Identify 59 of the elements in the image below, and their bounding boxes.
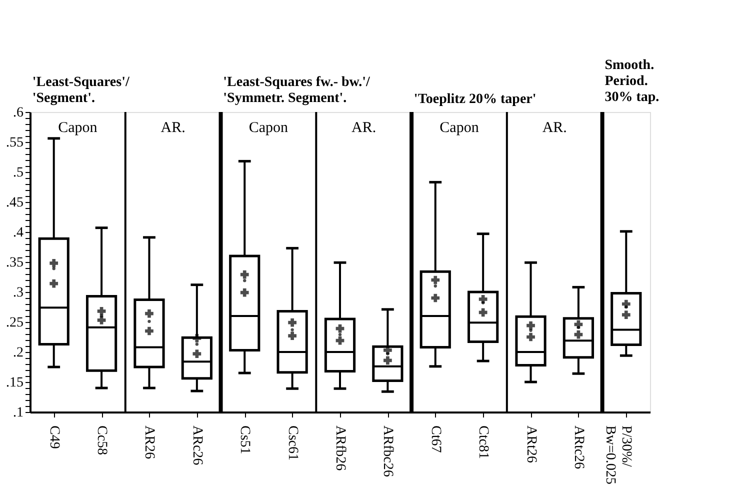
point: [336, 324, 344, 333]
x-tick-label: AR26: [142, 426, 157, 459]
y-tick-label: .35: [6, 256, 24, 270]
y-tick-label: .3: [13, 286, 24, 300]
text: 'Least-Squares fw.- bw.'/ 'Symmetr. Segment'.: [223, 75, 372, 106]
point: [431, 294, 440, 302]
y-tick-label: .1: [13, 406, 24, 420]
point: [97, 307, 106, 316]
y-tick-label: .45: [6, 196, 24, 210]
point: [384, 356, 392, 365]
x-tick-label: P/30%/ Bw=0.025: [602, 426, 634, 484]
point: [478, 308, 488, 317]
point: [574, 330, 583, 339]
point: [431, 276, 440, 284]
x-tick-label: Ctc81: [476, 426, 491, 459]
y-tick-label: .15: [6, 376, 24, 390]
y-tick-label: .5: [13, 166, 24, 180]
point: [192, 350, 202, 358]
x-tick-label: Ct67: [428, 426, 443, 453]
point: [145, 326, 154, 336]
x-tick-label: C49: [46, 426, 62, 449]
y-tick-label: .55: [6, 136, 24, 150]
y-tick-label: .2: [13, 346, 24, 360]
x-tick-label: ARc26: [189, 426, 204, 466]
x-tick-label: Csc61: [284, 426, 300, 460]
x-tick-label: Cc58: [94, 426, 110, 456]
x-tick-label: Cs51: [237, 426, 252, 454]
text: 'Least-Squares'/ 'Segment'.: [32, 75, 130, 106]
point: [50, 259, 58, 268]
point: [240, 270, 249, 279]
point: [574, 320, 583, 329]
text: Smooth. Period. 30% tap.: [604, 58, 660, 105]
point: [50, 279, 58, 288]
x-tick-label: ARtc26: [570, 426, 586, 470]
x-tick-label: ARt26: [523, 426, 538, 463]
point: [145, 309, 154, 318]
point: [288, 318, 296, 327]
x-tick-label: ARfb26: [332, 426, 348, 471]
point: [622, 310, 630, 319]
y-tick-label: .4: [13, 226, 24, 240]
point: [526, 321, 535, 330]
point: [478, 295, 488, 304]
text: 'Toeplitz 20% taper': [414, 92, 536, 107]
annotation: Capon: [248, 120, 289, 136]
y-tick-label: .6: [13, 106, 24, 120]
point: [97, 316, 106, 324]
annotation: Capon: [440, 120, 480, 136]
annotation: Capon: [58, 120, 98, 136]
point: [192, 334, 202, 342]
point: [336, 336, 344, 345]
point: [622, 300, 630, 308]
point: [526, 332, 535, 342]
annotation: AR.: [542, 120, 567, 136]
point: [288, 332, 296, 340]
y-tick-label: .25: [6, 316, 24, 330]
x-tick-label: ARfbc26: [380, 426, 396, 477]
point: [240, 288, 249, 297]
annotation: AR.: [160, 120, 186, 136]
annotation: AR.: [352, 120, 376, 136]
